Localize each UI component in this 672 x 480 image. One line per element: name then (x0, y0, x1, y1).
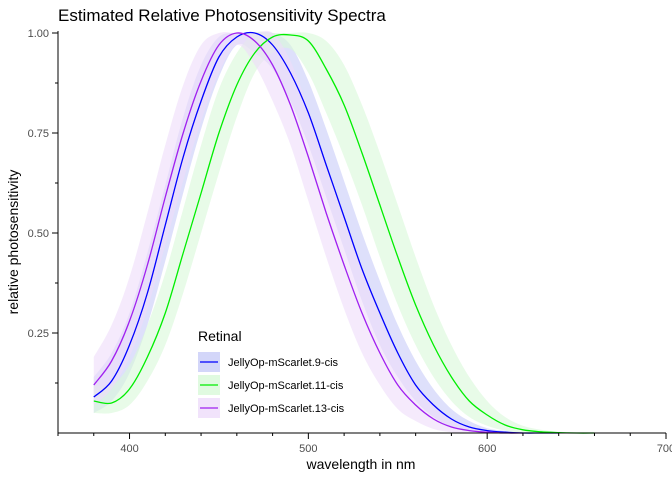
legend-title: Retinal (198, 328, 242, 344)
y-tick-label: 0.75 (28, 128, 49, 140)
series-line-3 (93, 32, 523, 434)
y-axis-ticks: 0.25 0.50 0.75 1.00 (28, 28, 58, 384)
x-axis-title: wavelength in nm (306, 456, 416, 472)
series-line-1 (93, 31, 559, 434)
legend-label: JellyOp-mScarlet.9-cis (228, 357, 339, 369)
legend-label: JellyOp-mScarlet.13-cis (228, 403, 345, 415)
series-line-2 (93, 33, 595, 434)
x-tick-label: 600 (478, 443, 496, 455)
chart-title: Estimated Relative Photosensitivity Spec… (58, 6, 386, 25)
y-tick-label: 1.00 (28, 28, 49, 40)
y-tick-label: 0.50 (28, 228, 49, 240)
y-tick-label: 0.25 (28, 328, 49, 340)
series-lines (93, 31, 595, 434)
legend-label: JellyOp-mScarlet.11-cis (228, 380, 344, 392)
x-tick-label: 700 (657, 443, 672, 455)
confidence-bands (93, 30, 595, 434)
y-axis-title: relative photosensitivity (5, 170, 21, 315)
x-axis-ticks: 400 500 600 700 (57, 433, 672, 455)
x-tick-label: 500 (299, 443, 317, 455)
x-tick-label: 400 (120, 443, 138, 455)
legend: Retinal JellyOp-mScarlet.9-cis JellyOp-mS… (198, 328, 345, 418)
